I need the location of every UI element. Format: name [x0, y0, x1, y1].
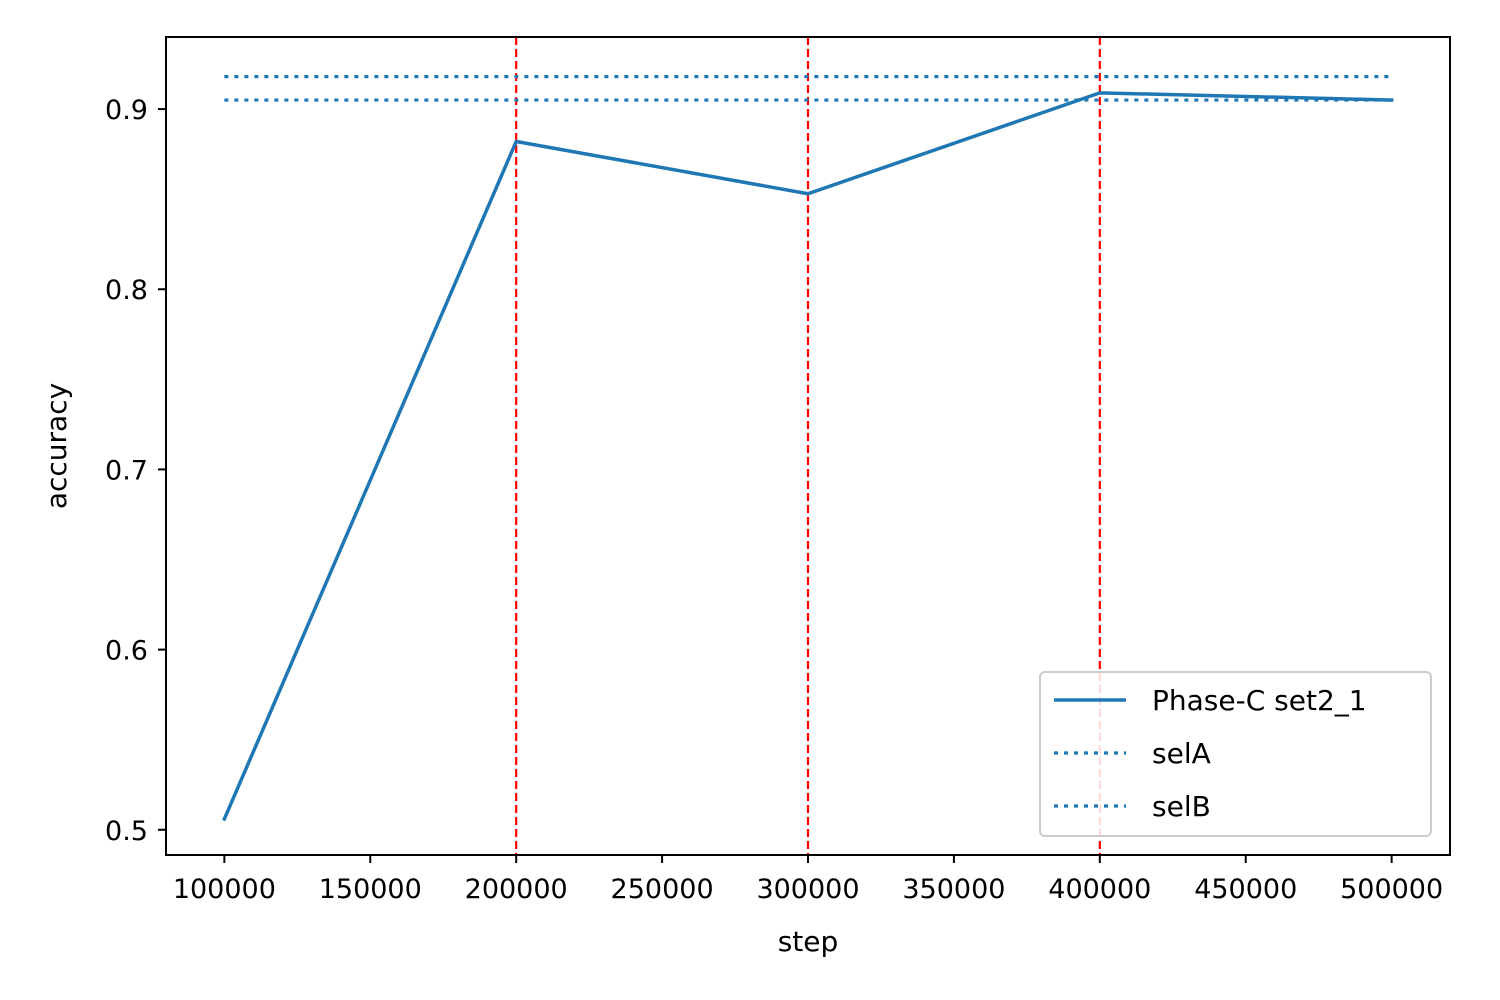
x-tick-label: 300000	[756, 874, 859, 905]
y-tick-label: 0.8	[105, 275, 148, 306]
legend-label: selA	[1152, 737, 1211, 770]
horizontal-reference-lines	[224, 75, 1392, 102]
y-tick-label: 0.9	[105, 95, 148, 126]
vertical-reference-lines	[515, 37, 1101, 855]
legend-label: selB	[1152, 790, 1211, 823]
x-axis-label: step	[778, 925, 839, 958]
series-layer	[222, 91, 1394, 822]
legend-items: Phase-C set2_1 selA selB	[1054, 684, 1367, 823]
x-tick-label: 200000	[465, 874, 568, 905]
x-axis-ticks: 100000 150000 200000 250000 300000 350000 4000…	[173, 855, 1443, 905]
x-tick-label: 500000	[1340, 874, 1443, 905]
x-tick-label: 100000	[173, 874, 276, 905]
x-tick-label: 400000	[1048, 874, 1151, 905]
y-axis-ticks: 0.5 0.6 0.7 0.8 0.9	[105, 95, 166, 847]
y-tick-label: 0.7	[105, 455, 148, 486]
legend: Phase-C set2_1 selA selB	[1039, 671, 1432, 837]
x-tick-label: 150000	[319, 874, 422, 905]
y-tick-label: 0.6	[105, 636, 148, 667]
legend-box	[1039, 671, 1432, 837]
x-tick-label: 350000	[902, 874, 1005, 905]
x-tick-label: 250000	[611, 874, 714, 905]
legend-label: Phase-C set2_1	[1152, 684, 1367, 717]
y-axis-label: accuracy	[40, 383, 73, 509]
y-tick-label: 0.5	[105, 816, 148, 847]
x-tick-label: 450000	[1194, 874, 1297, 905]
